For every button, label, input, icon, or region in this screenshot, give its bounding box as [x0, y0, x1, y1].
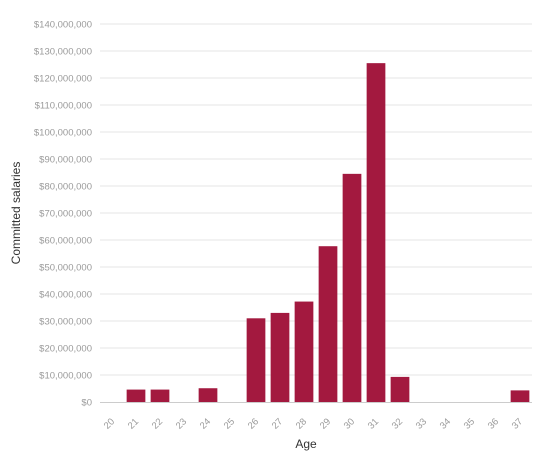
bar-age-26	[246, 318, 266, 402]
y-tick-label: $110,000,000	[35, 101, 92, 112]
x-axis-title: Age	[295, 437, 317, 451]
y-tick-label: $90,000,000	[39, 155, 92, 166]
x-tick-label: 34	[438, 416, 453, 431]
x-tick-label: 35	[462, 416, 477, 431]
bar-age-28	[294, 301, 314, 402]
x-tick-label: 22	[150, 416, 165, 431]
x-tick-label: 27	[270, 416, 285, 431]
y-axis-title: Committed salaries	[9, 162, 23, 265]
bar-age-32	[390, 376, 410, 402]
x-tick-label: 30	[342, 416, 357, 431]
bar-age-30	[342, 173, 362, 402]
x-tick-label: 28	[294, 416, 309, 431]
x-tick-label: 32	[390, 416, 405, 431]
x-tick-label: 36	[486, 416, 501, 431]
y-tick-label: $20,000,000	[39, 344, 92, 355]
x-tick-label: 26	[246, 416, 261, 431]
y-tick-label: $50,000,000	[39, 263, 92, 274]
bar-age-22	[150, 389, 170, 402]
x-tick-label: 29	[318, 416, 333, 431]
x-tick-label: 25	[222, 416, 237, 431]
y-tick-label: $30,000,000	[39, 317, 92, 328]
bar-age-21	[126, 389, 146, 402]
x-axis-ticks: 20 21 22 23 24 25 26 27 28 29 30 31 32 33 34 35 36 37	[102, 416, 525, 431]
y-tick-label: $140,000,000	[34, 20, 92, 31]
x-tick-label: 21	[126, 416, 141, 431]
x-tick-label: 33	[414, 416, 429, 431]
bar-age-24	[198, 388, 218, 402]
bar-age-27	[270, 312, 290, 402]
y-tick-label: $130,000,000	[34, 47, 92, 58]
y-tick-label: $10,000,000	[39, 371, 92, 382]
y-tick-label: $120,000,000	[34, 74, 92, 85]
y-tick-label: $40,000,000	[39, 290, 92, 301]
gridlines	[100, 23, 532, 376]
y-tick-label: $100,000,000	[34, 128, 92, 139]
bar-age-29	[318, 246, 338, 402]
y-tick-label: $0	[81, 398, 92, 409]
bars	[126, 63, 530, 403]
y-tick-label: $70,000,000	[39, 209, 92, 220]
bar-age-31	[366, 63, 386, 403]
x-tick-label: 31	[366, 416, 381, 431]
x-tick-label: 24	[198, 416, 213, 431]
y-tick-label: $80,000,000	[39, 182, 92, 193]
bar-age-37	[510, 390, 530, 402]
x-tick-label: 37	[510, 416, 525, 431]
y-tick-label: $60,000,000	[39, 236, 92, 247]
x-tick-label: 23	[174, 416, 189, 431]
y-axis-ticks: $0 $10,000,000 $20,000,000 $30,000,000 $40,0…	[34, 20, 92, 409]
x-tick-label: 20	[102, 416, 117, 431]
